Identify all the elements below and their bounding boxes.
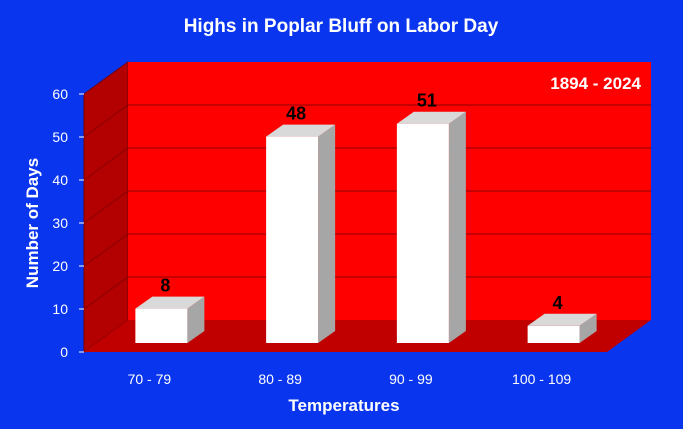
year-range-annotation: 1894 - 2024 <box>550 74 641 93</box>
bar-data-label: 51 <box>417 91 437 111</box>
x-tick-label: 100 - 109 <box>512 371 571 387</box>
x-axis-title: Temperatures <box>288 396 399 415</box>
bars: 8 48 51 4 <box>135 91 597 343</box>
grid-line <box>83 233 651 267</box>
plot-floor <box>84 320 651 352</box>
bar-top-face <box>266 124 336 137</box>
grid-line <box>83 190 651 224</box>
bar-top-face <box>396 111 466 124</box>
bar-side-face <box>448 111 466 343</box>
x-tick-label: 80 - 89 <box>258 371 302 387</box>
y-tick-label: 0 <box>60 344 68 360</box>
bar: 48 <box>266 104 336 343</box>
grid-line <box>83 276 651 310</box>
bar-front-face <box>135 308 188 343</box>
bar-front-face <box>396 123 449 343</box>
y-tick-label: 60 <box>52 86 68 102</box>
y-tick-label: 50 <box>52 129 68 145</box>
y-tick-label: 10 <box>52 301 68 317</box>
y-axis-title: Number of Days <box>23 158 42 288</box>
bar-side-face <box>579 313 597 343</box>
bar-side-face <box>318 124 336 343</box>
bar-data-label: 48 <box>286 104 306 124</box>
bar-front-face <box>527 325 580 343</box>
bar-data-label: 4 <box>553 293 563 313</box>
grid-line <box>83 147 651 181</box>
bar-data-label: 8 <box>160 276 170 296</box>
bar-top-face <box>527 313 597 326</box>
y-tick-label: 20 <box>52 258 68 274</box>
x-tick-label: 70 - 79 <box>128 371 172 387</box>
x-tick-labels: 70 - 79 80 - 89 90 - 99 100 - 109 <box>128 371 572 387</box>
y-tick-label: 30 <box>52 215 68 231</box>
y-tick-labels: 0 10 20 30 40 50 60 <box>52 86 84 360</box>
bar: 8 <box>135 276 205 343</box>
x-tick-label: 90 - 99 <box>389 371 433 387</box>
grid-lines <box>83 104 651 310</box>
bar-top-face <box>135 296 205 309</box>
chart-title: Highs in Poplar Bluff on Labor Day <box>184 16 499 37</box>
bar: 51 <box>396 91 466 343</box>
bar-front-face <box>266 136 319 343</box>
grid-line <box>83 104 651 138</box>
bar: 4 <box>527 293 597 343</box>
y-tick-label: 40 <box>52 172 68 188</box>
bar-side-face <box>187 296 205 343</box>
